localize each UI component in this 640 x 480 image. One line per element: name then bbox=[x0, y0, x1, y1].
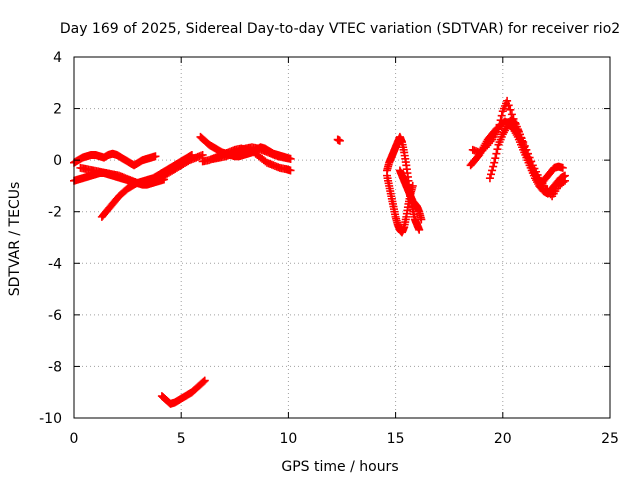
series-arc-h bbox=[209, 143, 295, 163]
grid-lines bbox=[74, 57, 610, 418]
y-tick-label: 4 bbox=[53, 50, 62, 66]
axis-ticks: 0 5 10 15 20 25 -10 -8 -6 -4 -2 0 2 4 bbox=[39, 50, 619, 447]
y-tick-label: -8 bbox=[48, 359, 62, 375]
data-point bbox=[187, 150, 196, 159]
data-point bbox=[286, 154, 295, 163]
x-axis-label: GPS time / hours bbox=[281, 459, 398, 475]
data-point bbox=[417, 215, 426, 224]
data-point bbox=[494, 125, 503, 134]
x-tick-label: 5 bbox=[177, 431, 186, 447]
x-tick-label: 20 bbox=[494, 431, 512, 447]
y-tick-label: -10 bbox=[39, 411, 62, 427]
y-tick-label: -4 bbox=[48, 256, 62, 272]
x-tick-label: 0 bbox=[70, 431, 79, 447]
y-tick-label: 0 bbox=[53, 153, 62, 169]
data-point bbox=[415, 225, 424, 234]
data-point bbox=[488, 166, 497, 175]
data-point bbox=[335, 136, 344, 145]
data-point bbox=[503, 96, 512, 105]
x-tick-label: 15 bbox=[387, 431, 405, 447]
data-point bbox=[504, 101, 513, 110]
y-tick-label: -2 bbox=[48, 205, 62, 221]
series-arc-e bbox=[157, 376, 209, 408]
series-arc-a bbox=[70, 149, 160, 170]
data-point bbox=[495, 120, 504, 129]
data-point bbox=[485, 174, 494, 183]
data-point bbox=[506, 105, 515, 114]
data-point bbox=[558, 163, 567, 172]
data-point bbox=[492, 149, 501, 158]
y-axis-label: SDTVAR / TECUs bbox=[7, 182, 23, 297]
data-point bbox=[497, 111, 506, 120]
data-point bbox=[491, 154, 500, 163]
data-point bbox=[496, 116, 505, 125]
y-tick-label: -6 bbox=[48, 308, 62, 324]
series-arc-d bbox=[97, 150, 196, 221]
data-point bbox=[199, 377, 208, 386]
x-tick-label: 10 bbox=[279, 431, 297, 447]
data-point bbox=[200, 376, 209, 385]
series-arc-o bbox=[485, 114, 567, 188]
y-tick-label: 2 bbox=[53, 102, 62, 118]
data-point bbox=[151, 152, 160, 161]
data-point bbox=[489, 162, 498, 171]
data-point bbox=[286, 166, 295, 175]
chart-title: Day 169 of 2025, Sidereal Day-to-day VTE… bbox=[60, 21, 620, 37]
data-point bbox=[559, 178, 568, 187]
data-point bbox=[560, 176, 569, 185]
plot-frame bbox=[73, 56, 611, 419]
x-tick-label: 25 bbox=[601, 431, 619, 447]
series-arc-l bbox=[395, 166, 426, 224]
data-point bbox=[490, 158, 499, 167]
data-points bbox=[70, 96, 569, 408]
data-point bbox=[487, 170, 496, 179]
data-point bbox=[493, 145, 502, 154]
series-arc-i bbox=[333, 135, 344, 145]
